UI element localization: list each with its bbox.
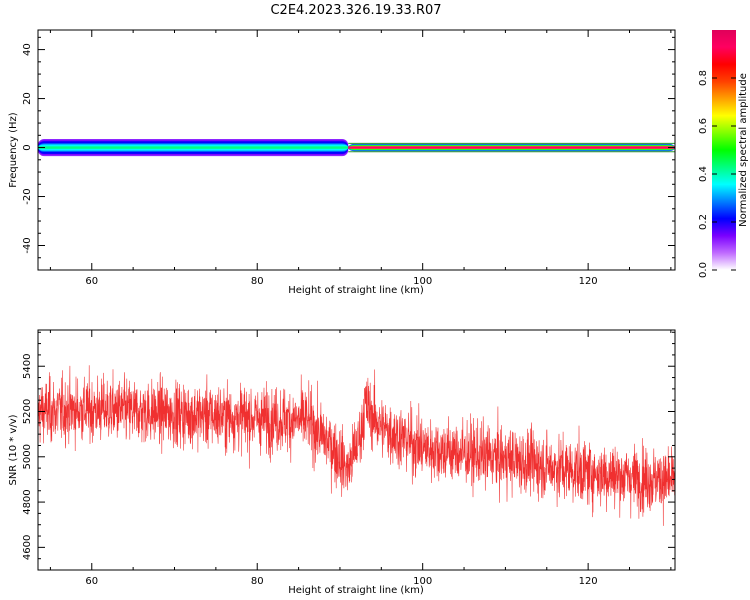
figure-title: C2E4.2023.326.19.33.R07 <box>270 3 441 18</box>
colorbar-ticks: 0.0 0.2 0.4 0.6 0.8 <box>698 70 736 278</box>
spectrogram-ytick-label: 0 <box>22 144 33 150</box>
spectrogram-ytick-label: -40 <box>22 237 33 253</box>
spectrogram-xlabel: Height of straight line (km) <box>288 285 424 296</box>
spectrogram-xtick-label: 60 <box>85 276 98 287</box>
snr-ytick-label: 5000 <box>22 444 33 469</box>
snr-xtick-label: 60 <box>85 576 98 587</box>
colorbar-tick-label: 0.0 <box>698 262 709 278</box>
spectrogram-xtick-label: 120 <box>579 276 598 287</box>
colorbar-tick-label: 0.8 <box>698 70 709 86</box>
snr-xlabel: Height of straight line (km) <box>288 585 424 596</box>
colorbar-tick-label: 0.4 <box>698 166 709 182</box>
spectrogram-ytick-label: 40 <box>22 43 33 56</box>
snr-ytick-label: 4800 <box>22 489 33 514</box>
colorbar-label: Normalized spectral amplitude <box>738 73 749 227</box>
spectrogram-ticks: 60 80 100 120 -40 -20 0 20 40 <box>22 30 675 287</box>
snr-panel: 60 80 100 120 4600 4800 5000 5200 5400 Height of… <box>8 329 676 596</box>
spectrogram-panel: 60 80 100 120 -40 -20 0 20 40 Height of straight… <box>8 29 676 296</box>
snr-ylabel: SNR (10 * v/v) <box>8 414 19 485</box>
snr-ytick-label: 5200 <box>22 399 33 424</box>
spectrogram-xtick-label: 100 <box>413 276 432 287</box>
snr-ticks: 60 80 100 120 4600 4800 5000 5200 5400 <box>22 330 675 587</box>
heatmap-center-line <box>348 146 675 149</box>
spectrogram-ytick-label: -20 <box>22 188 33 204</box>
colorbar-gradient <box>712 30 736 270</box>
spectrogram-ytick-label: 20 <box>22 92 33 105</box>
colorbar-tick-label: 0.2 <box>698 214 709 230</box>
snr-ytick-label: 5400 <box>22 353 33 378</box>
heatmap-center-line <box>38 146 349 149</box>
snr-xtick-label: 120 <box>579 576 598 587</box>
snr-ytick-label: 4600 <box>22 535 33 560</box>
snr-series-line <box>38 365 675 526</box>
snr-frame <box>37 329 676 571</box>
spectrogram-xtick-label: 80 <box>251 276 264 287</box>
snr-xtick-label: 100 <box>413 576 432 587</box>
spectrogram-frame <box>37 29 676 271</box>
colorbar-tick-label: 0.6 <box>698 118 709 134</box>
spectrogram-heatmap <box>38 138 675 157</box>
spectrogram-ylabel: Frequency (Hz) <box>8 112 19 188</box>
snr-xtick-label: 80 <box>251 576 264 587</box>
colorbar: 0.0 0.2 0.4 0.6 0.8 Normalized spectral ampl… <box>698 30 749 278</box>
